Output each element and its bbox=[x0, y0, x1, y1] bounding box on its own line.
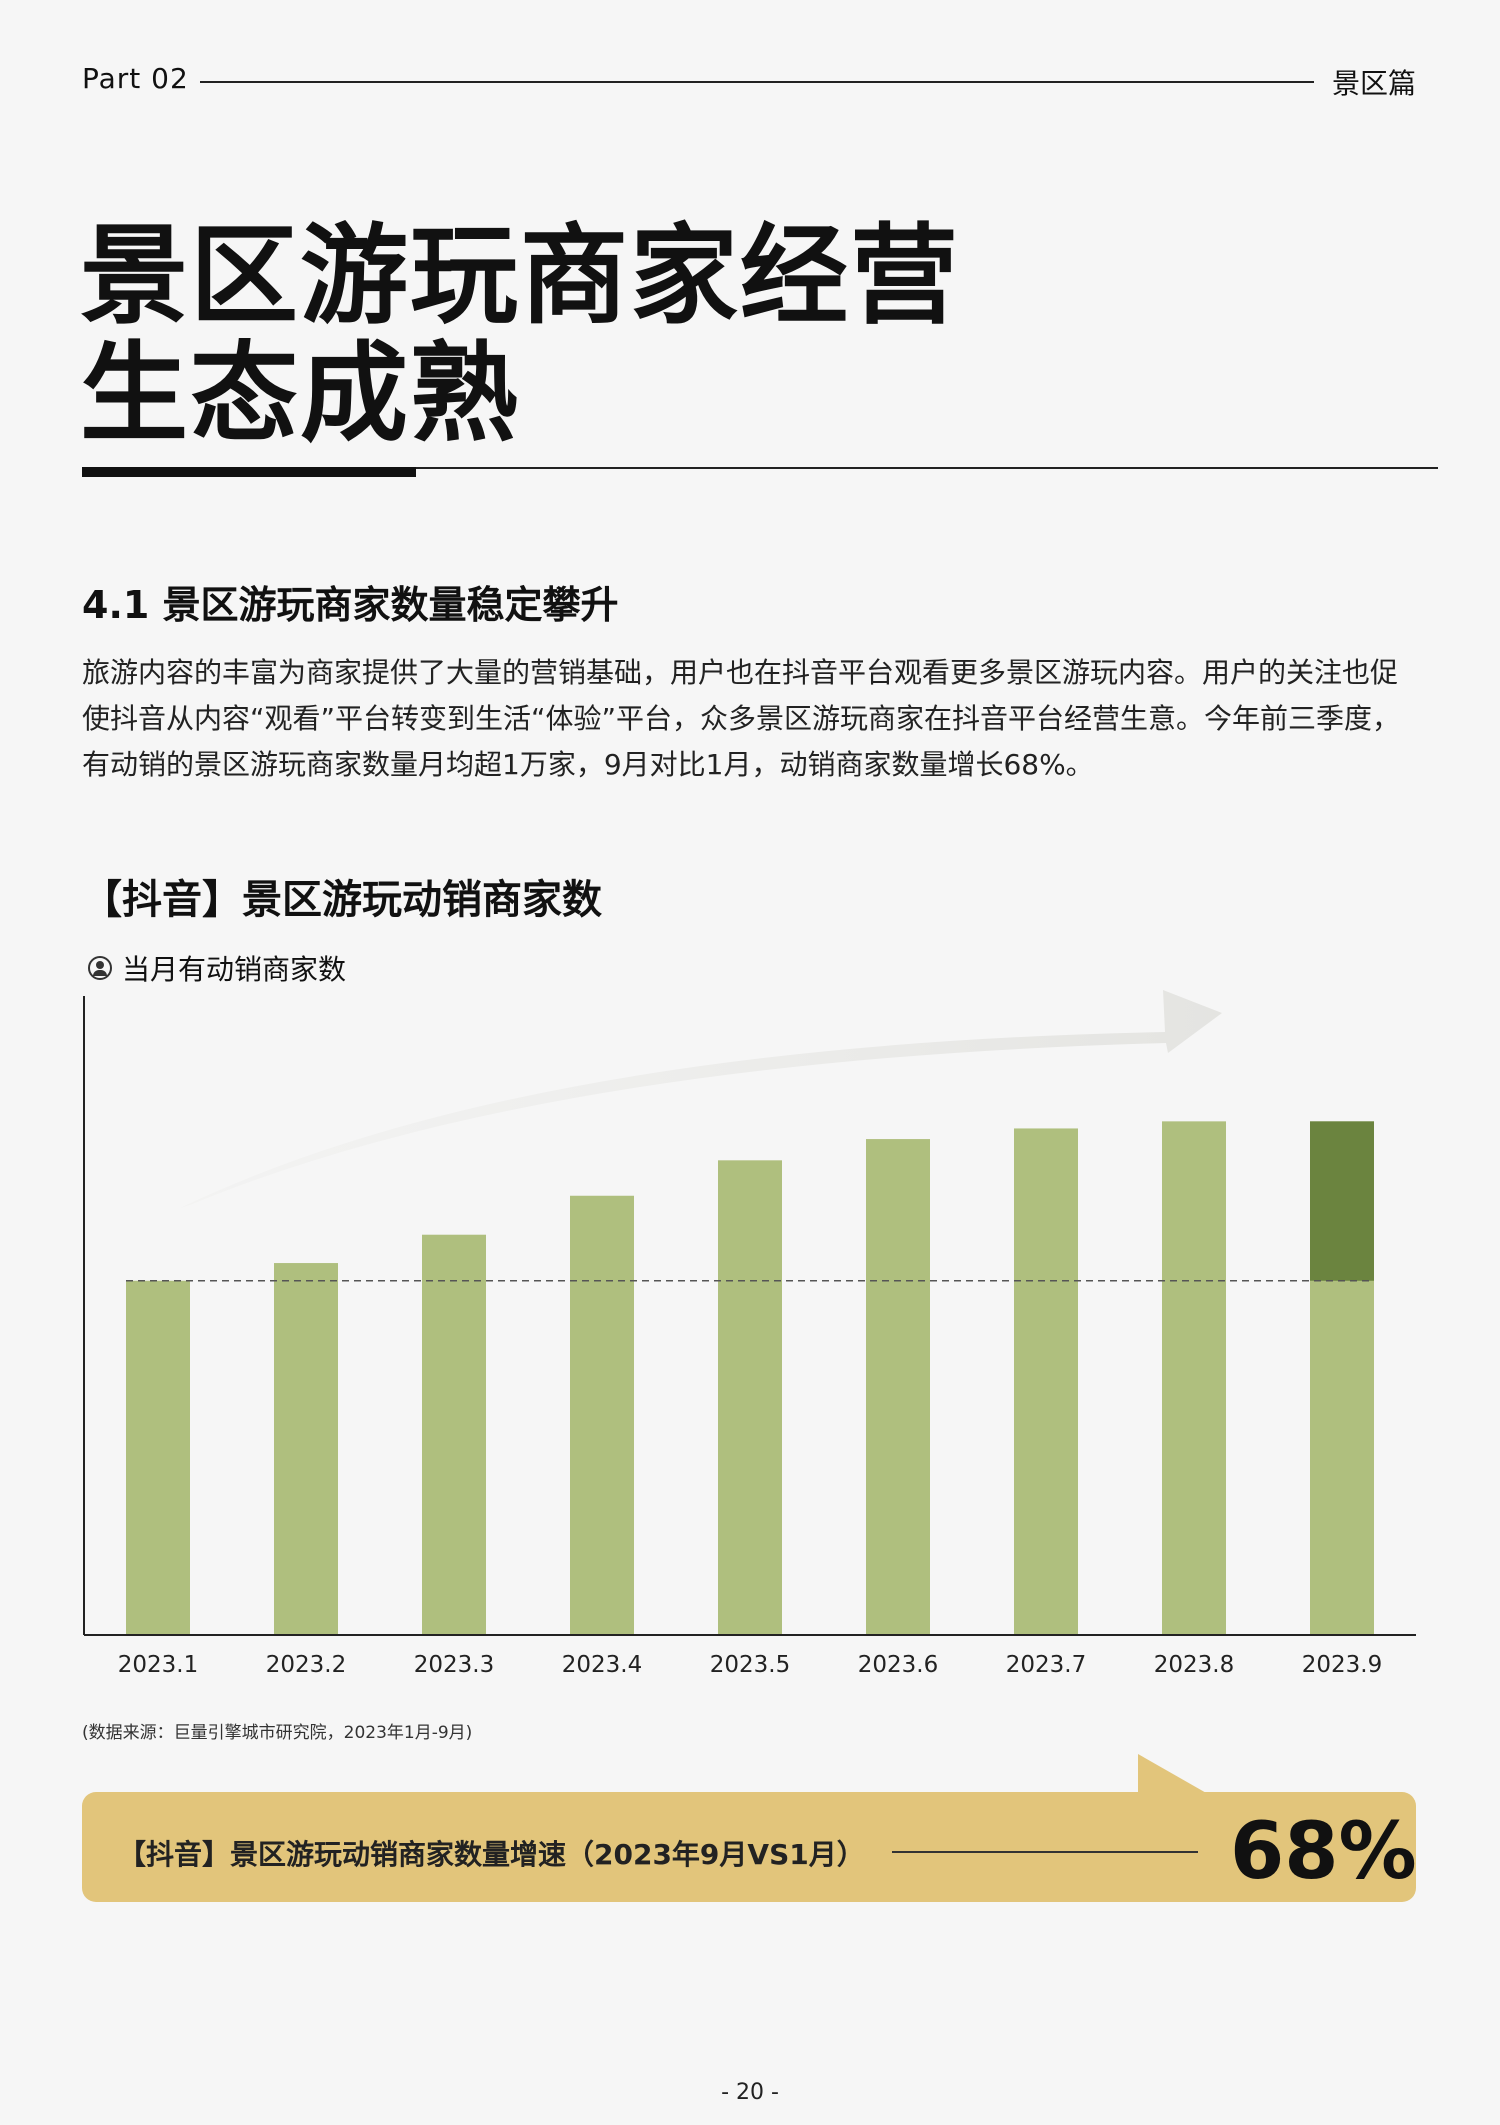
callout-value: 68% bbox=[1230, 1807, 1417, 1897]
body-paragraph: 旅游内容的丰富为商家提供了大量的营销基础，用户也在抖音平台观看更多景区游玩内容。… bbox=[82, 656, 1401, 781]
callout-pointer bbox=[1138, 1754, 1208, 1794]
bar-2023.4 bbox=[570, 1195, 634, 1635]
trend-arrow bbox=[180, 990, 1222, 1208]
bar-2023.3 bbox=[422, 1234, 486, 1635]
bar-2023.1 bbox=[126, 1280, 190, 1635]
user-circle-icon bbox=[88, 956, 112, 980]
page-number: - 20 - bbox=[721, 2080, 779, 2105]
bar-2023.2 bbox=[274, 1263, 338, 1635]
title-accent-bar bbox=[82, 467, 416, 477]
x-tick-label: 2023.1 bbox=[118, 1652, 198, 1678]
chart-title: 【抖音】景区游玩动销商家数 bbox=[82, 877, 602, 923]
section-label: 景区篇 bbox=[1331, 67, 1416, 100]
bar-growth-segment bbox=[1310, 1121, 1374, 1281]
source-note: (数据来源：巨量引擎城市研究院，2023年1月-9月) bbox=[82, 1723, 473, 1743]
page-title: 景区游玩商家经营 生态成熟 bbox=[80, 218, 960, 454]
bar-chart: 2023.1 2023.2 2023.3 2023.4 2023.5 2023.6 2023… bbox=[83, 990, 1416, 1678]
chart-legend: 当月有动销商家数 bbox=[88, 948, 346, 988]
page-title-line1: 景区游玩商家经营 bbox=[80, 214, 961, 339]
bar-2023.6 bbox=[866, 1139, 930, 1635]
bar-2023.8 bbox=[1162, 1121, 1226, 1635]
callout-label: 【抖音】景区游玩动销商家数量增速（2023年9月VS1月） bbox=[118, 1838, 865, 1871]
bar-2023.7 bbox=[1014, 1128, 1078, 1635]
x-tick-labels: 2023.1 2023.2 2023.3 2023.4 2023.5 2023.6 2023… bbox=[118, 1652, 1382, 1678]
growth-callout bbox=[82, 1792, 1416, 1902]
bar-2023.5 bbox=[718, 1160, 782, 1635]
x-tick-label: 2023.8 bbox=[1154, 1652, 1234, 1678]
x-tick-label: 2023.9 bbox=[1302, 1652, 1382, 1678]
legend-label: 当月有动销商家数 bbox=[122, 953, 347, 986]
page-title-line2: 生态成熟 bbox=[80, 332, 521, 457]
x-tick-label: 2023.5 bbox=[710, 1652, 790, 1678]
bars bbox=[126, 1121, 1374, 1635]
section-subheading: 4.1 景区游玩商家数量稳定攀升 bbox=[82, 583, 619, 627]
part-label: Part 02 bbox=[82, 62, 189, 95]
x-tick-label: 2023.7 bbox=[1006, 1652, 1086, 1678]
x-tick-label: 2023.4 bbox=[562, 1652, 642, 1678]
title-divider bbox=[82, 467, 1438, 469]
x-tick-label: 2023.2 bbox=[266, 1652, 346, 1678]
callout-divider bbox=[892, 1851, 1198, 1853]
x-tick-label: 2023.6 bbox=[858, 1652, 938, 1678]
x-tick-label: 2023.3 bbox=[414, 1652, 494, 1678]
header-divider bbox=[200, 81, 1314, 83]
